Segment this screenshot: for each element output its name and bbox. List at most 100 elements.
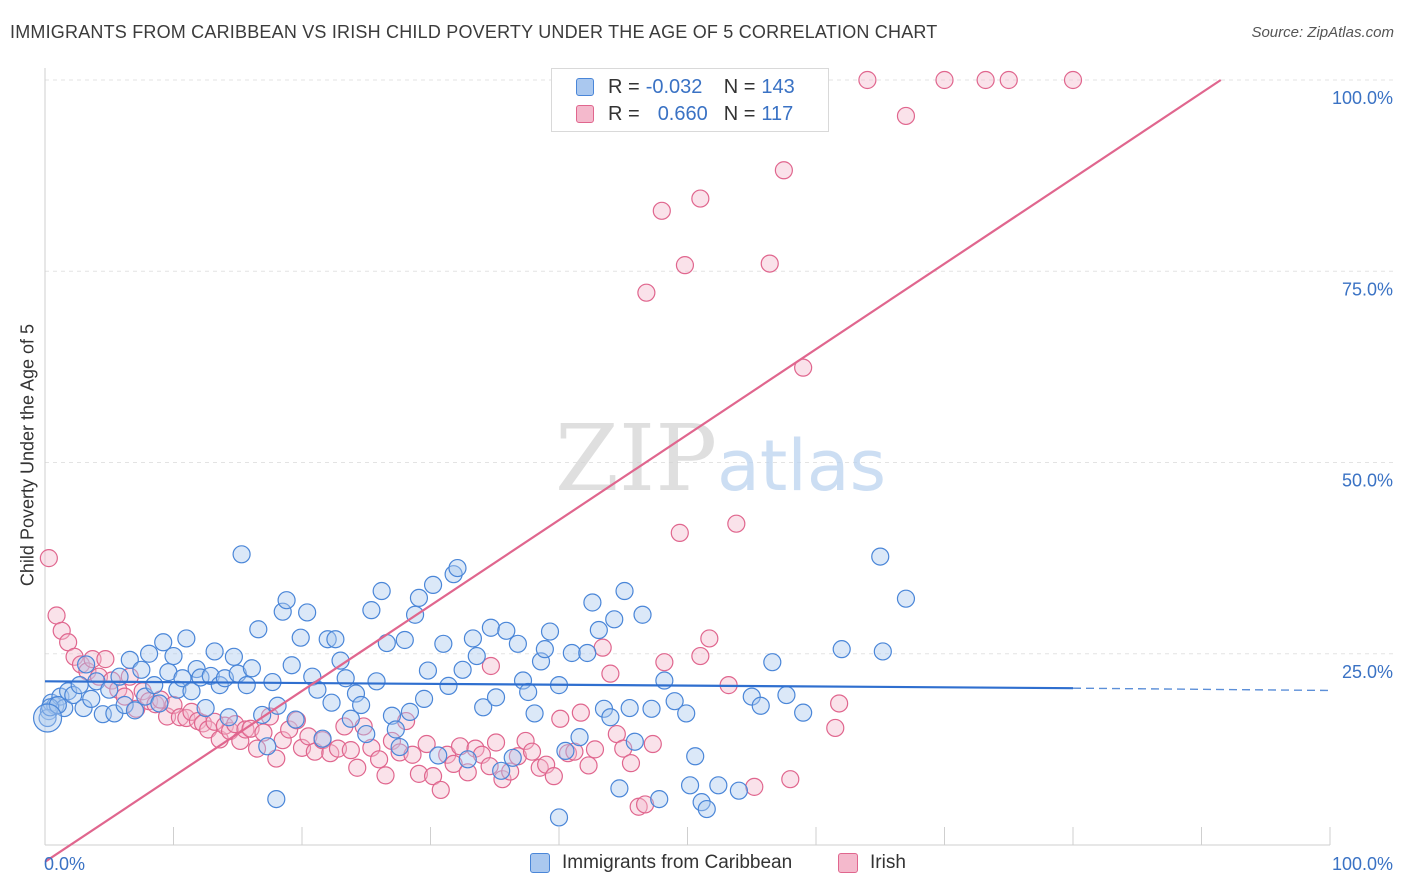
caribbean-point	[503, 748, 522, 767]
caribbean-point	[352, 695, 371, 715]
y-tick-label: 25.0%	[1342, 662, 1393, 682]
caribbean-point	[578, 643, 597, 663]
caribbean-point	[205, 642, 224, 661]
caribbean-point	[139, 644, 159, 663]
irish-point	[935, 70, 954, 90]
caribbean-point	[64, 685, 83, 705]
caribbean-point	[896, 589, 916, 608]
irish-point	[655, 653, 674, 672]
irish-point	[551, 709, 570, 728]
caribbean-point	[794, 703, 813, 722]
caribbean-point	[120, 650, 139, 669]
caribbean-point	[48, 695, 67, 715]
irish-point	[544, 767, 563, 786]
caribbean-point	[286, 710, 305, 729]
caribbean-point	[439, 676, 458, 695]
irish-point	[781, 770, 800, 789]
caribbean-point	[70, 676, 89, 695]
caribbean-point	[650, 789, 669, 809]
legend-swatch-pink	[576, 105, 594, 123]
legend-swatch-blue	[576, 78, 594, 96]
caribbean-point	[680, 776, 700, 795]
y-axis-label: Child Poverty Under the Age of 5	[17, 323, 38, 587]
caribbean-point	[610, 779, 629, 798]
caribbean-point	[463, 629, 483, 648]
caribbean-point	[382, 706, 402, 725]
trend-line-irish	[44, 79, 1222, 863]
caribbean-point	[154, 633, 173, 652]
legend-n-value: 143	[761, 75, 795, 98]
trend-line-caribbean	[44, 680, 1074, 690]
irish-point	[571, 703, 590, 722]
irish-point	[830, 694, 849, 713]
caribbean-point	[357, 724, 376, 744]
caribbean-point	[492, 761, 511, 780]
caribbean-point	[535, 640, 554, 659]
legend-r-label: R =	[608, 102, 640, 125]
irish-point	[745, 777, 764, 796]
bottom-legend-label-caribbean: Immigrants from Caribbean	[562, 852, 793, 873]
caribbean-point	[871, 547, 890, 566]
caribbean-point	[267, 789, 286, 809]
caribbean-point	[341, 709, 360, 728]
caribbean-point	[540, 622, 560, 641]
irish-point	[423, 767, 443, 786]
caribbean-point	[777, 685, 796, 705]
irish-point	[635, 795, 655, 814]
irish-point	[896, 106, 916, 126]
irish-point	[52, 621, 71, 640]
bottom-legend-swatch-blue	[530, 853, 550, 873]
caribbean-point	[508, 634, 527, 653]
caribbean-point	[277, 591, 296, 610]
caribbean-point	[273, 602, 292, 621]
caribbean-point	[453, 660, 472, 679]
caribbean-point	[751, 696, 770, 715]
irish-point	[71, 655, 91, 674]
caribbean-point	[145, 676, 164, 695]
caribbean-point	[418, 661, 438, 680]
caribbean-point	[322, 693, 341, 712]
irish-point	[670, 523, 689, 542]
legend-row-irish: R = 0.660 N = 117	[576, 102, 793, 126]
bottom-legend-caribbean: Immigrants from Caribbean	[530, 852, 792, 874]
caribbean-point	[395, 630, 414, 650]
source-label: Source: ZipAtlas.com	[1251, 24, 1394, 41]
irish-point	[287, 711, 306, 730]
y-tick-label: 50.0%	[1342, 471, 1393, 491]
x-tick-label: 0.0%	[44, 854, 85, 874]
tick-labels: 100.0% 75.0% 50.0% 25.0% 0.0% 100.0%	[44, 88, 1393, 874]
caribbean-point	[434, 634, 453, 653]
caribbean-point	[589, 620, 608, 640]
irish-point	[458, 763, 477, 782]
watermark-atlas: atlas	[717, 425, 886, 507]
caribbean-point	[38, 708, 57, 728]
caribbean-point	[697, 799, 716, 819]
caribbean-point	[709, 776, 728, 795]
caribbean-point	[177, 629, 196, 648]
caribbean-point	[605, 610, 624, 629]
irish-point	[826, 718, 845, 738]
caribbean-point	[377, 633, 396, 653]
irish-point	[409, 764, 429, 783]
caribbean-point	[481, 618, 500, 637]
caribbean-point	[291, 628, 310, 647]
caribbean-point	[423, 575, 443, 595]
caribbean-point	[400, 702, 420, 721]
legend-n-label: N =	[723, 75, 756, 98]
caribbean-point	[519, 682, 538, 702]
y-tick-label: 75.0%	[1342, 279, 1393, 299]
legend-n-value: 117	[761, 102, 794, 125]
caribbean-point	[763, 653, 782, 672]
caribbean-point	[74, 698, 93, 718]
series-irish-points	[39, 70, 1083, 816]
caribbean-point	[633, 605, 652, 624]
caribbean-point	[497, 621, 516, 640]
caribbean-point	[665, 692, 684, 711]
legend-row-caribbean: R = -0.032 N = 143	[576, 75, 795, 99]
caribbean-point	[318, 630, 337, 649]
bottom-legend-irish: Irish	[838, 852, 906, 874]
irish-point	[976, 70, 995, 90]
irish-point	[558, 744, 578, 763]
caribbean-point	[601, 708, 620, 727]
caribbean-point	[326, 630, 345, 649]
